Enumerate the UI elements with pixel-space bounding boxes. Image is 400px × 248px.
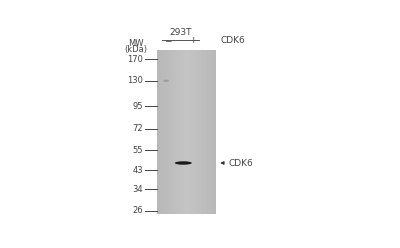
Bar <box>197 50 198 214</box>
Text: 72: 72 <box>132 124 143 133</box>
Bar <box>198 50 200 214</box>
Bar <box>194 50 195 214</box>
Bar <box>180 50 182 214</box>
Bar <box>200 50 201 214</box>
Text: CDK6: CDK6 <box>220 36 245 45</box>
Text: 26: 26 <box>132 206 143 215</box>
Text: 170: 170 <box>127 55 143 63</box>
Text: 130: 130 <box>127 76 143 85</box>
Bar <box>169 50 170 214</box>
Text: 34: 34 <box>132 185 143 194</box>
Text: 55: 55 <box>132 146 143 155</box>
Text: MW: MW <box>128 39 144 48</box>
Text: +: + <box>189 36 196 45</box>
Ellipse shape <box>164 80 169 82</box>
Bar <box>206 50 207 214</box>
Bar <box>158 50 160 214</box>
Bar <box>164 50 166 214</box>
Bar <box>213 50 214 214</box>
Bar <box>208 50 210 214</box>
Text: 43: 43 <box>132 166 143 175</box>
Bar <box>201 50 202 214</box>
Bar <box>172 50 173 214</box>
Bar <box>188 50 189 214</box>
Bar <box>179 50 180 214</box>
Bar <box>192 50 194 214</box>
Bar <box>175 50 176 214</box>
Bar <box>202 50 204 214</box>
Bar <box>214 50 216 214</box>
Bar <box>166 50 167 214</box>
Text: −: − <box>164 36 172 45</box>
Bar <box>163 50 164 214</box>
Bar <box>182 50 184 214</box>
Text: 293T: 293T <box>169 29 192 37</box>
Bar <box>173 50 175 214</box>
Ellipse shape <box>175 161 192 165</box>
Bar <box>170 50 172 214</box>
Bar <box>167 50 169 214</box>
Bar <box>195 50 197 214</box>
Bar <box>157 50 216 214</box>
Bar <box>176 50 178 214</box>
Bar <box>185 50 186 214</box>
Bar <box>184 50 185 214</box>
Bar <box>207 50 208 214</box>
Bar <box>178 50 179 214</box>
Bar <box>161 50 163 214</box>
Bar <box>186 50 188 214</box>
Bar <box>212 50 213 214</box>
Text: (kDa): (kDa) <box>125 45 148 54</box>
Bar <box>204 50 206 214</box>
Bar <box>189 50 191 214</box>
Text: 95: 95 <box>132 102 143 111</box>
Bar <box>157 50 158 214</box>
Bar <box>210 50 212 214</box>
Text: CDK6: CDK6 <box>228 158 253 167</box>
Bar <box>160 50 161 214</box>
Bar <box>191 50 192 214</box>
